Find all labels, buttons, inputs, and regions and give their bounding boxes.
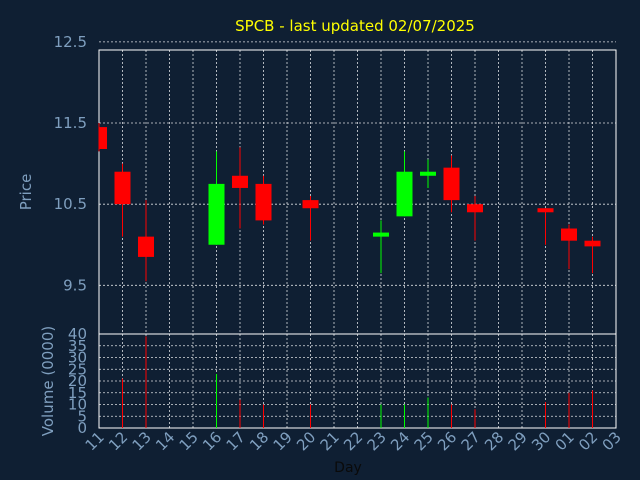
candle-body [232,175,248,188]
volume-series [122,336,593,428]
volume-tick-label: 15 [68,384,87,402]
candle-body [208,183,225,245]
price-axis-ticks: 9.5 10.5 11.5 12.5 [54,33,87,294]
candle-body [373,232,389,237]
volume-axis-label: Volume (0000) [39,326,57,436]
candle-body [443,167,460,201]
day-axis-ticks: 1112131415161718192021222324252627282930… [82,428,625,454]
volume-tick-label: 0 [77,419,87,437]
candle-body [114,171,131,205]
price-axis-label: Price [17,174,35,211]
volume-tick-label: 25 [68,360,87,378]
price-tick-label: 10.5 [54,195,87,213]
volume-tick-label: 35 [68,337,87,355]
candle-body [584,240,601,247]
chart-title: SPCB - last updated 02/07/2025 [235,17,475,35]
candle-body [302,200,319,209]
candle-body [537,208,554,213]
candle-body [396,171,413,217]
candlestick-series [98,123,601,282]
candle-body [255,183,272,221]
volume-tick-label: 10 [68,396,87,414]
volume-tick-label: 40 [68,325,87,343]
candle-body [99,127,107,149]
candle-body [467,204,483,213]
day-axis-label: Day [334,460,362,476]
price-tick-label: 12.5 [54,33,87,51]
candle-body [420,171,436,176]
volume-tick-label: 5 [77,407,87,425]
price-tick-label: 11.5 [54,114,87,132]
price-tick-label: 9.5 [63,276,87,294]
candle-body [561,228,577,241]
volume-tick-label: 20 [68,372,87,390]
candle-body [138,236,154,257]
volume-tick-label: 30 [68,349,87,367]
volume-panel-frame [98,333,617,429]
